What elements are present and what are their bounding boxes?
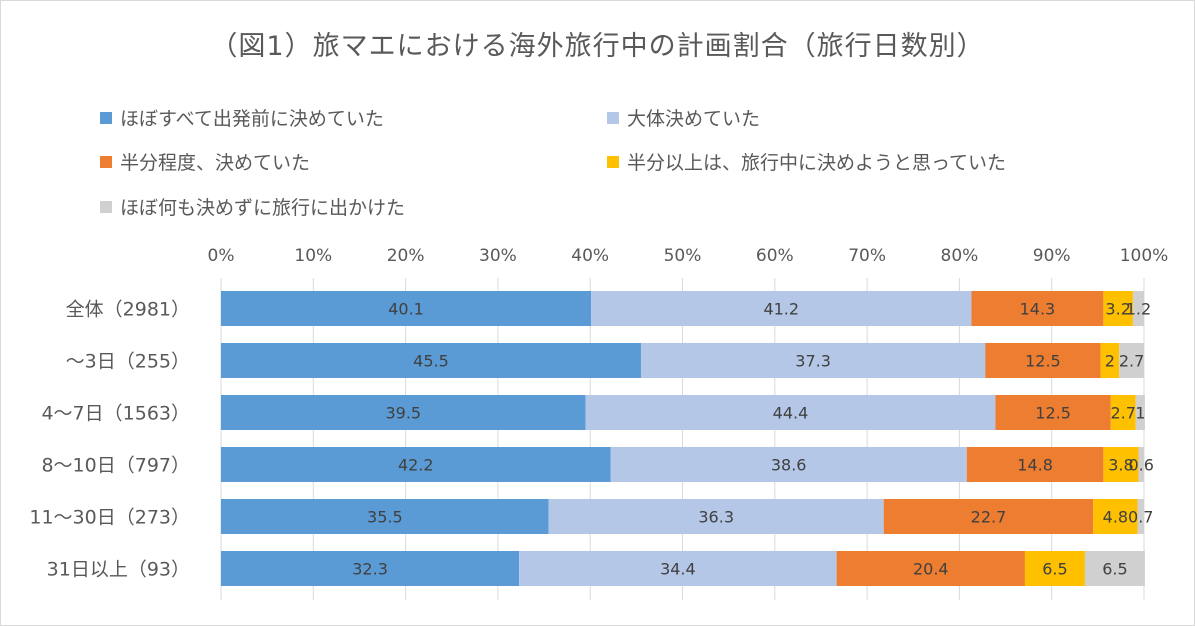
bar-segment	[1093, 499, 1138, 534]
data-label: 20.4	[913, 560, 949, 579]
data-label: 39.5	[385, 404, 421, 423]
bar-segment	[1103, 291, 1133, 326]
category-label: 31日以上（93）	[47, 559, 190, 581]
data-label: 2.7	[1111, 404, 1136, 423]
data-label: 38.6	[771, 456, 807, 475]
legend-item-nothing-decided: ほぼ何も決めずに旅行に出かけた	[100, 193, 405, 220]
data-label: 34.4	[660, 560, 696, 579]
bar-segment	[1100, 343, 1120, 378]
bar-segment	[1132, 291, 1144, 326]
category-label: 11～30日（273）	[29, 507, 190, 529]
bar-segment	[966, 447, 1104, 482]
bar-segment	[640, 343, 986, 378]
x-tick-label: 10%	[294, 246, 332, 266]
x-tick-label: 30%	[479, 246, 517, 266]
legend-label: 半分程度、決めていた	[120, 152, 311, 174]
data-label: 1.2	[1126, 300, 1151, 319]
data-label: 45.5	[413, 352, 449, 371]
x-tick-label: 100%	[1120, 246, 1169, 266]
category-label: 全体（2981）	[66, 299, 190, 321]
bar-segment	[548, 499, 884, 534]
legend-label: 半分以上は、旅行中に決めようと思っていた	[627, 152, 1007, 174]
legend-item-half-decided: 半分程度、決めていた	[100, 148, 310, 175]
legend-item-decide-during-trip: 半分以上は、旅行中に決めようと思っていた	[607, 148, 1006, 175]
data-label: 14.8	[1017, 456, 1053, 475]
bar-segment	[995, 395, 1111, 430]
bar-segment	[221, 499, 549, 534]
data-label: 12.5	[1035, 404, 1071, 423]
legend-item-mostly-decided: 大体決めていた	[607, 104, 760, 131]
category-label: 8～10日（797）	[41, 455, 190, 477]
legend-swatch	[100, 200, 112, 213]
bar-segment	[610, 447, 967, 482]
bar-segment	[836, 551, 1025, 586]
legend-swatch	[100, 111, 112, 124]
bar-segment	[1135, 395, 1145, 430]
data-label: 35.5	[367, 508, 403, 527]
data-label: 12.5	[1025, 352, 1061, 371]
x-tick-label: 50%	[664, 246, 702, 266]
bar-segment	[1138, 447, 1144, 482]
data-label: 44.4	[773, 404, 809, 423]
bar-segment	[585, 395, 996, 430]
x-tick-label: 40%	[571, 246, 609, 266]
data-label: 0.6	[1129, 456, 1154, 475]
bar-segment	[1137, 499, 1144, 534]
data-label: 37.3	[795, 352, 831, 371]
bar-segment	[1119, 343, 1144, 378]
legend-label: 大体決めていた	[627, 108, 761, 130]
data-label: 4.8	[1103, 508, 1128, 527]
legend-swatch	[607, 155, 619, 168]
data-label: 2	[1105, 352, 1115, 371]
data-label: 36.3	[698, 508, 734, 527]
chart-title: （図1）旅マエにおける海外旅行中の計画割合（旅行日数別）	[210, 31, 985, 62]
category-label: 4～7日（1563）	[41, 403, 190, 425]
bar-segment	[883, 499, 1094, 534]
data-label: 0.7	[1128, 508, 1153, 527]
bar-segment	[1110, 395, 1136, 430]
data-label: 42.2	[398, 456, 434, 475]
data-label: 22.7	[971, 508, 1007, 527]
bar-segment	[519, 551, 837, 586]
data-label: 6.5	[1042, 560, 1067, 579]
bar-segment	[221, 447, 611, 482]
bar-segment	[985, 343, 1101, 378]
bar-segment	[591, 291, 972, 326]
data-label: 32.3	[352, 560, 388, 579]
x-tick-label: 90%	[1033, 246, 1071, 266]
x-tick-label: 60%	[756, 246, 794, 266]
bar-segment	[1103, 447, 1139, 482]
data-label: 6.5	[1102, 560, 1127, 579]
x-tick-label: 20%	[387, 246, 425, 266]
legend-item-all-decided: ほぼすべて出発前に決めていた	[100, 104, 384, 131]
data-label: 40.1	[388, 300, 424, 319]
bar-segment	[1084, 551, 1145, 586]
data-label: 41.2	[763, 300, 799, 319]
bar-segment	[221, 291, 592, 326]
legend-swatch	[607, 111, 619, 124]
category-label: ～3日（255）	[66, 351, 190, 373]
bar-segment	[221, 343, 641, 378]
bar-segment	[1024, 551, 1085, 586]
data-label: 3.8	[1108, 456, 1133, 475]
legend-swatch	[100, 155, 112, 168]
legend-label: ほぼすべて出発前に決めていた	[120, 108, 384, 130]
bar-segment	[971, 291, 1104, 326]
data-label: 1	[1135, 404, 1145, 423]
x-tick-label: 70%	[848, 246, 886, 266]
data-label: 14.3	[1020, 300, 1056, 319]
bar-segment	[221, 551, 520, 586]
legend-label: ほぼ何も決めずに旅行に出かけた	[120, 197, 406, 219]
bar-segment	[221, 395, 586, 430]
data-label: 3.2	[1105, 300, 1130, 319]
x-tick-label: 0%	[208, 246, 235, 266]
data-label: 2.7	[1119, 352, 1144, 371]
x-tick-label: 80%	[941, 246, 979, 266]
